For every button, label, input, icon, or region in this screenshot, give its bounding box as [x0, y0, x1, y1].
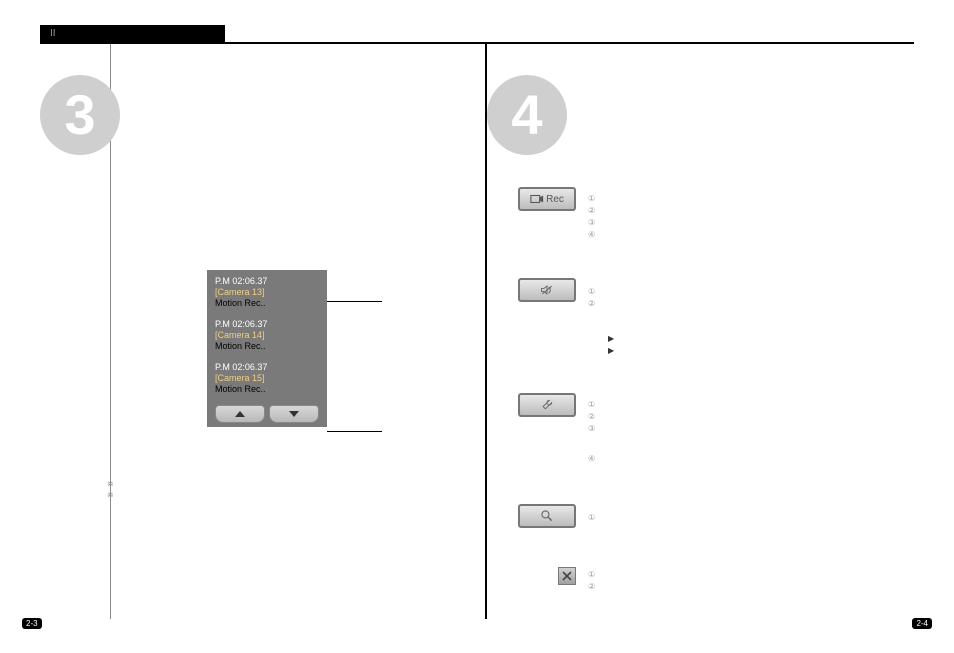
header-bar	[40, 25, 225, 43]
close-options-list: ①②	[588, 569, 595, 593]
event-camera: [Camera 15]	[215, 373, 319, 384]
event-camera: [Camera 14]	[215, 330, 319, 341]
audio-options-list: ①②	[588, 286, 595, 310]
audio-off-icon	[540, 283, 554, 297]
sub-arrows: ▶▶	[608, 333, 614, 357]
event-camera: [Camera 13]	[215, 287, 319, 298]
record-options-list: ①②③④	[588, 193, 595, 241]
close-icon	[561, 570, 573, 582]
note-bullet: ※	[107, 480, 114, 489]
camera-icon	[530, 192, 544, 206]
scroll-up-button[interactable]	[215, 405, 265, 423]
arrow-down-icon	[288, 410, 300, 418]
magnifier-icon	[540, 509, 554, 523]
tools-options-list-4: ④	[588, 453, 595, 465]
event-log-panel: P.M 02:06.37 [Camera 13] Motion Rec.. P.…	[207, 270, 327, 427]
audio-mute-button[interactable]	[518, 278, 576, 302]
header-marker: II	[50, 25, 56, 43]
wrench-icon	[540, 398, 554, 412]
event-action: Motion Rec..	[215, 384, 319, 395]
center-divider	[485, 44, 487, 619]
arrow-up-icon	[234, 410, 246, 418]
record-button[interactable]: Rec	[518, 187, 576, 211]
event-scroll-controls	[215, 405, 319, 423]
event-time: P.M 02:06.37	[215, 319, 319, 330]
search-button[interactable]	[518, 504, 576, 528]
scroll-down-button[interactable]	[269, 405, 319, 423]
page-number-left: 2-3	[22, 618, 42, 629]
event-entry: P.M 02:06.37 [Camera 15] Motion Rec..	[215, 362, 319, 395]
event-entry: P.M 02:06.37 [Camera 14] Motion Rec..	[215, 319, 319, 352]
tools-options-list: ①②③	[588, 399, 595, 435]
event-time: P.M 02:06.37	[215, 276, 319, 287]
event-time: P.M 02:06.37	[215, 362, 319, 373]
note-bullet: ※	[107, 491, 114, 500]
top-rule	[40, 42, 914, 44]
event-action: Motion Rec..	[215, 298, 319, 309]
close-button[interactable]	[558, 567, 576, 585]
search-options-list: ①	[588, 512, 595, 524]
event-action: Motion Rec..	[215, 341, 319, 352]
tools-button[interactable]	[518, 393, 576, 417]
leader-line	[327, 431, 382, 432]
record-label: Rec	[546, 194, 564, 205]
page-number-right: 2-4	[912, 618, 932, 629]
section-number-3: 3	[40, 75, 120, 155]
section-number-4: 4	[487, 75, 567, 155]
leader-line	[327, 301, 382, 302]
event-entry: P.M 02:06.37 [Camera 13] Motion Rec..	[215, 276, 319, 309]
